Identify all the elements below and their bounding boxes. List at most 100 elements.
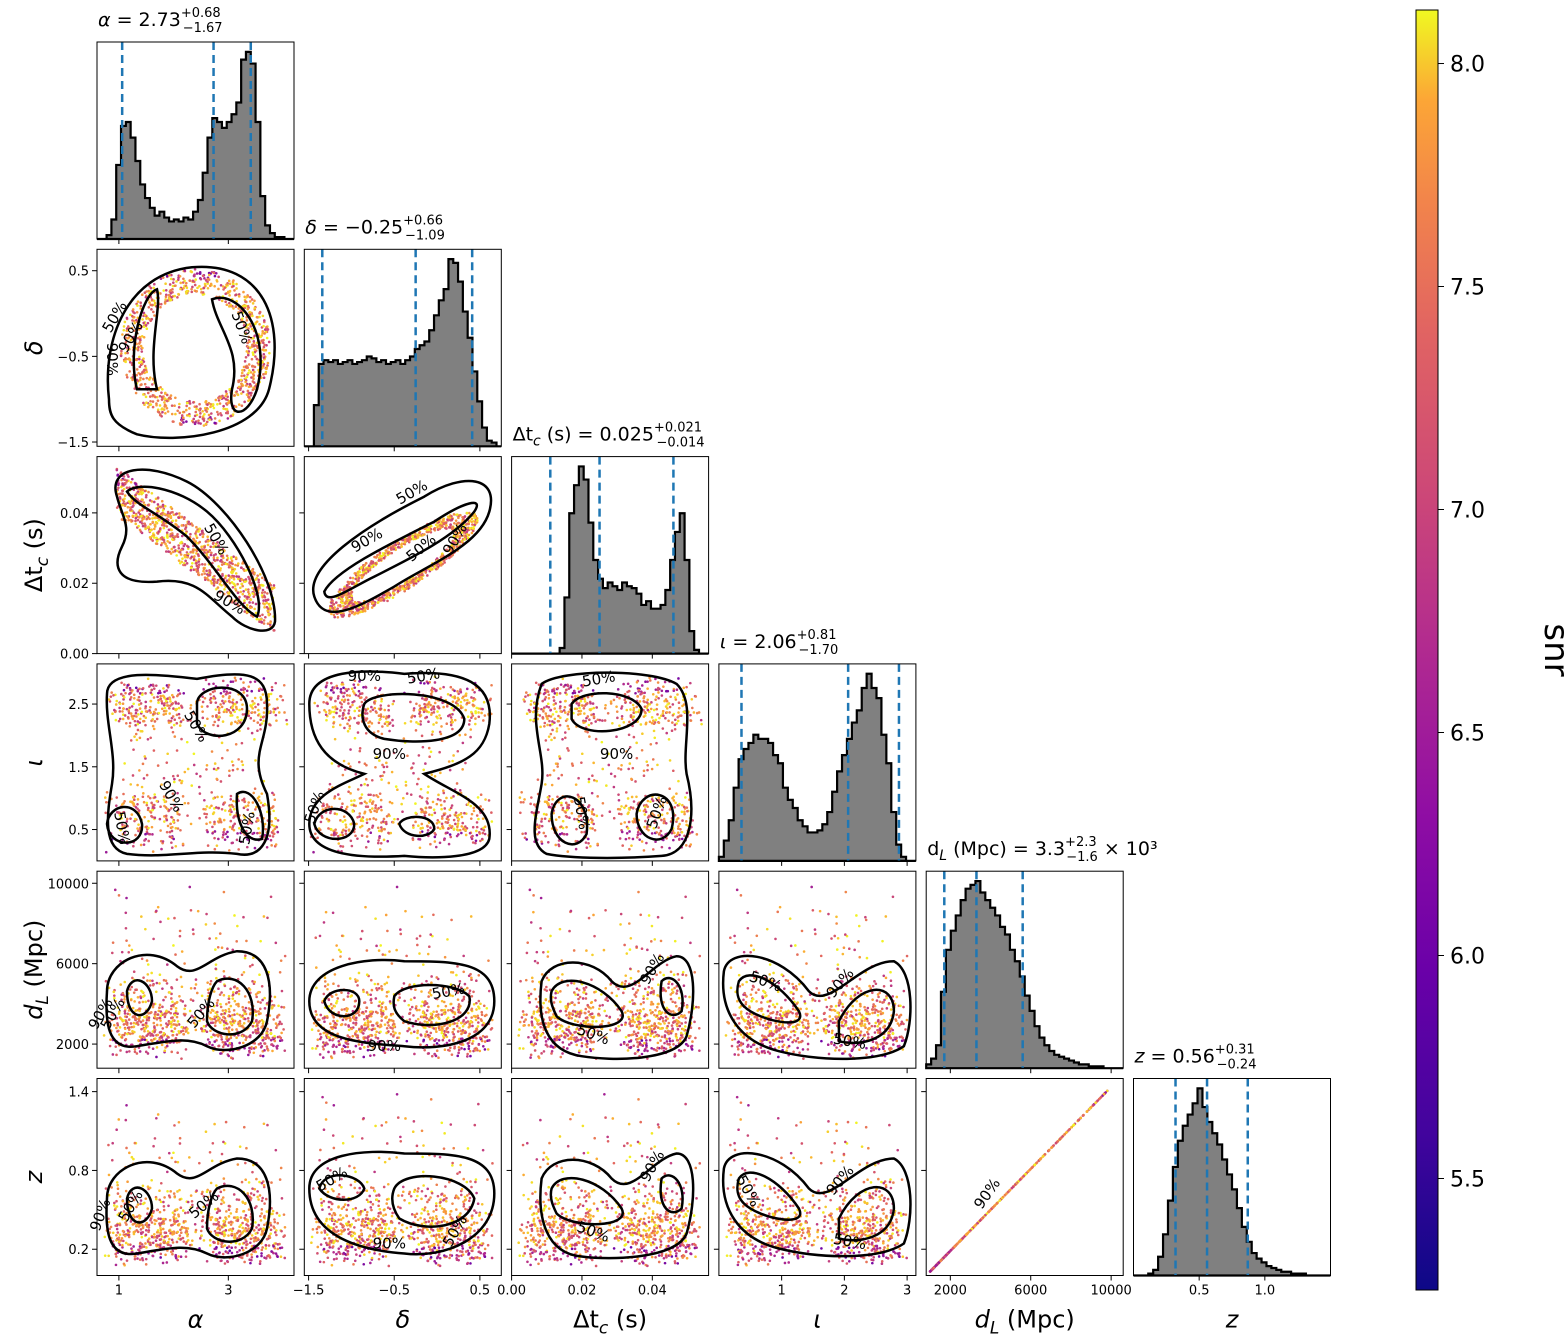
scatter-point xyxy=(252,377,255,381)
scatter-point xyxy=(349,717,352,720)
scatter-point xyxy=(360,793,364,796)
scatter-point xyxy=(448,549,452,553)
scatter-point xyxy=(250,689,254,693)
scatter-point xyxy=(338,603,342,607)
scatter-point xyxy=(186,814,189,817)
scatter-point xyxy=(267,612,270,616)
scatter-point xyxy=(579,712,582,716)
scatter-point xyxy=(339,687,343,691)
scatter-point xyxy=(203,798,206,802)
scatter-point xyxy=(194,278,197,281)
scatter-point xyxy=(257,689,261,693)
scatter-point xyxy=(434,845,438,849)
scatter-point xyxy=(224,292,228,296)
scatter-point xyxy=(251,368,255,372)
scatter-point xyxy=(334,828,337,831)
scatter-point xyxy=(422,768,426,772)
scatter-point xyxy=(185,414,189,417)
scatter-point xyxy=(219,580,222,583)
scatter-point xyxy=(247,714,251,718)
scatter-point xyxy=(138,769,141,772)
scatter-point xyxy=(559,716,562,719)
scatter-point xyxy=(121,838,124,842)
scatter-point xyxy=(164,550,168,553)
scatter-point xyxy=(458,789,462,792)
scatter-point xyxy=(241,584,245,588)
scatter-point xyxy=(363,563,367,567)
panel-title-z: z = 0.56+0.31 −0.24 xyxy=(1134,1043,1257,1073)
scatter-point xyxy=(213,421,217,425)
scatter-point xyxy=(255,617,259,621)
scatter-point xyxy=(163,504,167,508)
scatter-point xyxy=(253,846,257,850)
scatter-point xyxy=(221,695,225,698)
scatter-point xyxy=(344,716,348,720)
scatter-point xyxy=(341,714,345,717)
scatter-point xyxy=(137,524,140,528)
scatter-point xyxy=(433,701,437,705)
scatter-point xyxy=(182,277,185,281)
scatter-point xyxy=(231,763,235,767)
scatter-point xyxy=(465,511,469,515)
scatter-point xyxy=(188,279,192,282)
scatter-point xyxy=(262,338,265,342)
scatter-point xyxy=(188,414,191,418)
scatter-point xyxy=(244,300,248,304)
scatter-point xyxy=(652,826,656,830)
scatter-point xyxy=(596,795,599,798)
scatter-point xyxy=(430,708,433,711)
scatter-point xyxy=(174,844,178,848)
scatter-point xyxy=(530,796,533,799)
scatter-point xyxy=(553,736,556,740)
scatter-point xyxy=(123,504,127,508)
scatter-point xyxy=(257,708,260,712)
scatter-point xyxy=(382,838,386,842)
scatter-point xyxy=(419,575,422,579)
scatter-point xyxy=(171,715,175,718)
scatter-point xyxy=(347,712,350,715)
scatter-point xyxy=(219,395,223,398)
scatter-point xyxy=(341,802,344,806)
scatter-point xyxy=(398,585,402,588)
scatter-point xyxy=(137,695,141,699)
scatter-point xyxy=(454,822,457,826)
scatter-point xyxy=(350,687,354,691)
scatter-point xyxy=(148,517,151,521)
scatter-point xyxy=(244,805,248,808)
scatter-point xyxy=(135,715,138,718)
scatter-point xyxy=(148,796,152,800)
scatter-point xyxy=(222,288,225,291)
scatter-point xyxy=(583,697,586,701)
scatter-point xyxy=(168,273,171,277)
scatter-point xyxy=(339,690,343,694)
scatter-point xyxy=(567,710,571,714)
scatter-point xyxy=(216,556,219,560)
scatter-point xyxy=(219,691,223,695)
scatter-point xyxy=(546,702,550,706)
scatter-point xyxy=(187,522,191,526)
scatter-point xyxy=(577,709,581,713)
scatter-point xyxy=(216,586,220,589)
scatter-point xyxy=(139,344,143,348)
scatter-point xyxy=(627,836,631,840)
scatter-point xyxy=(164,699,168,703)
scatter-point xyxy=(540,820,543,823)
scatter-point xyxy=(429,713,433,716)
scatter-point xyxy=(157,691,160,695)
scatter-point xyxy=(374,686,377,690)
scatter-point xyxy=(470,716,473,719)
scatter-point xyxy=(478,831,481,834)
scatter-point xyxy=(263,332,266,335)
scatter-point xyxy=(333,737,337,741)
scatter-point xyxy=(355,706,359,710)
scatter-point xyxy=(677,706,681,710)
scatter-point xyxy=(654,677,657,681)
scatter-point xyxy=(420,808,424,812)
scatter-point xyxy=(563,711,567,714)
scatter-point xyxy=(373,809,376,813)
scatter-point xyxy=(138,357,141,361)
scatter-point xyxy=(244,384,248,387)
scatter-point xyxy=(543,725,546,728)
scatter-point xyxy=(191,279,195,283)
scatter-point xyxy=(363,568,366,572)
